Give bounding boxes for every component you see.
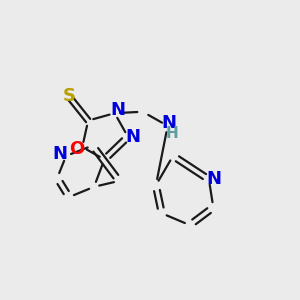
Text: N: N — [110, 101, 125, 119]
Text: S: S — [62, 86, 76, 104]
Text: N: N — [126, 128, 141, 146]
Text: N: N — [207, 170, 222, 188]
Text: H: H — [166, 126, 178, 141]
Text: O: O — [69, 140, 84, 158]
Text: N: N — [162, 114, 177, 132]
Text: N: N — [53, 146, 68, 164]
